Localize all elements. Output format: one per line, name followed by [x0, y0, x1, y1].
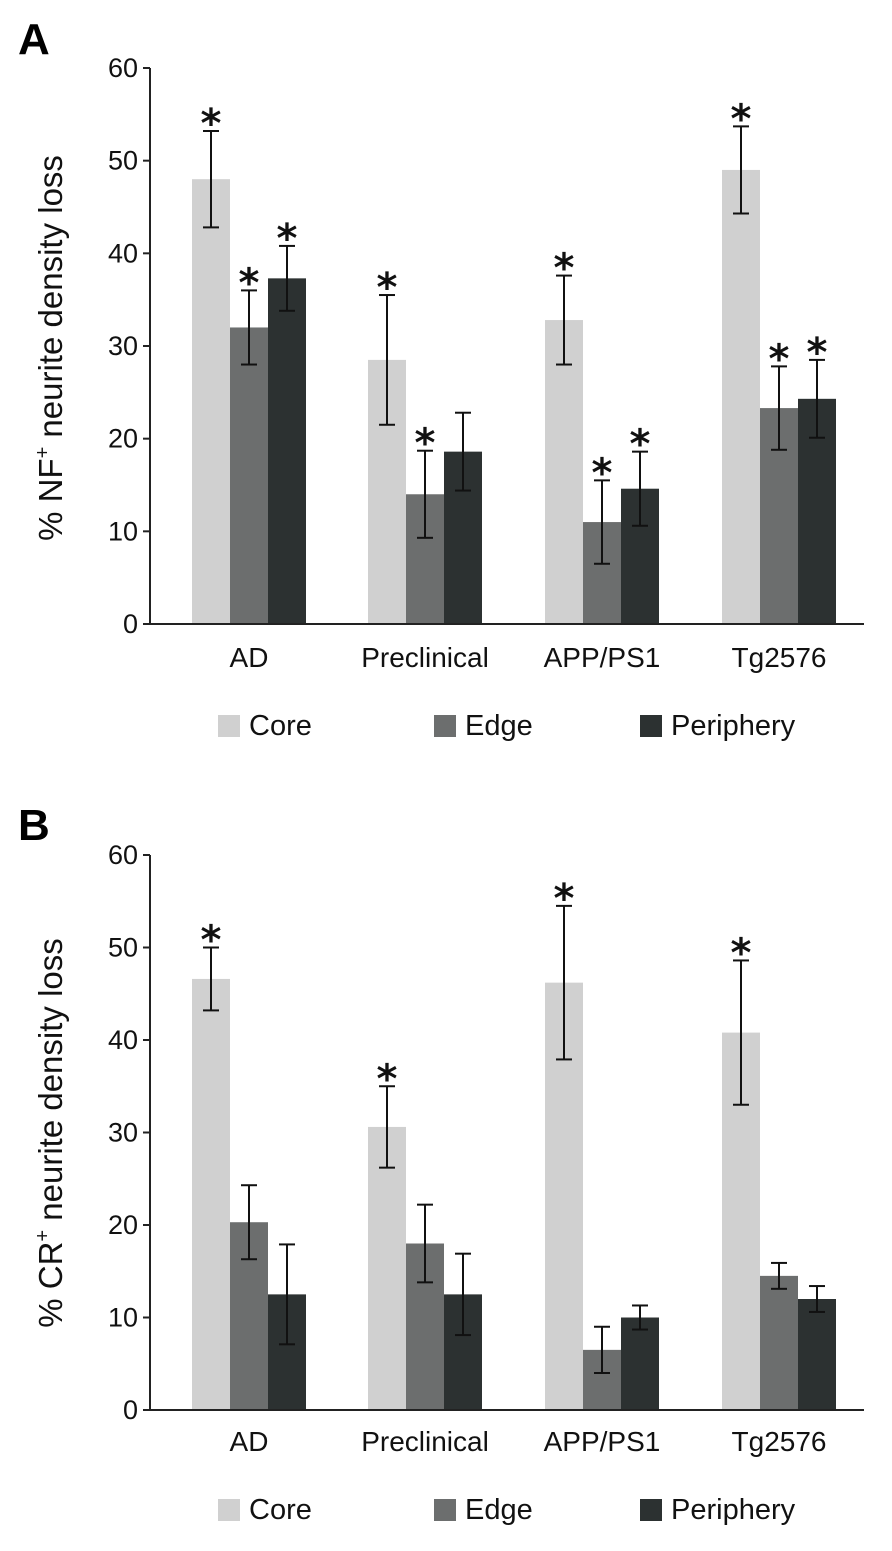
significance-marker: *	[239, 260, 260, 306]
plot-area-b: 0 10 20 30 40 50 60 * * * * AD Preclinical APP/PS1 Tg2…	[108, 840, 864, 1526]
x-category-label: APP/PS1	[544, 642, 661, 673]
legend-label-edge: Edge	[465, 1494, 533, 1526]
legend-swatch-edge	[434, 715, 456, 737]
y-tick-label: 30	[108, 331, 138, 361]
y-tick-label: 0	[123, 1395, 138, 1425]
y-tick-label: 60	[108, 840, 138, 870]
significance-marker: *	[201, 101, 222, 147]
bar-periphery-tg2576	[798, 1299, 836, 1410]
legend-label-periphery: Periphery	[671, 1494, 796, 1526]
significance-marker: *	[807, 330, 828, 376]
significance-marker: *	[277, 216, 298, 262]
bar-edge-tg2576	[760, 1275, 798, 1410]
legend-label-core: Core	[249, 1494, 312, 1526]
x-category-label: Tg2576	[732, 1426, 827, 1457]
legend-swatch-core	[218, 1499, 240, 1521]
y-tick-label: 40	[108, 238, 138, 268]
y-tick-label: 50	[108, 933, 138, 963]
significance-marker: *	[377, 265, 398, 311]
significance-marker: *	[731, 930, 752, 976]
bar-periphery-ad	[268, 278, 306, 624]
y-tick-label: 10	[108, 1303, 138, 1333]
x-category-label: Preclinical	[361, 1426, 489, 1457]
significance-marker: *	[554, 876, 575, 922]
significance-marker: *	[731, 96, 752, 142]
significance-marker: *	[201, 918, 222, 964]
panel-b: B % CR+ neurite density loss 0 10 20 30 40 50…	[18, 801, 864, 1526]
x-category-label: Preclinical	[361, 642, 489, 673]
y-tick-label: 30	[108, 1118, 138, 1148]
significance-marker: *	[630, 422, 651, 468]
panel-letter-b: B	[18, 801, 50, 850]
legend-label-edge: Edge	[465, 710, 533, 742]
y-tick-label: 0	[123, 609, 138, 639]
significance-marker: *	[769, 336, 790, 382]
y-tick-label: 20	[108, 424, 138, 454]
y-tick-label: 10	[108, 516, 138, 546]
legend-label-core: Core	[249, 710, 312, 742]
y-tick-label: 40	[108, 1025, 138, 1055]
plot-area-a: 0 10 20 30 40 50 60 * * * * * * * * * * * AD Preclinical APP…	[108, 53, 864, 742]
y-tick-label: 60	[108, 53, 138, 83]
legend-label-periphery: Periphery	[671, 710, 796, 742]
panel-a: A % NF+ neurite density loss 0 10 20 30 40 50…	[18, 15, 864, 742]
significance-marker: *	[592, 450, 613, 496]
bar-core-ad	[192, 978, 230, 1410]
y-tick-label: 50	[108, 146, 138, 176]
bar-periphery-app-ps1	[621, 1317, 659, 1410]
bar-core-ad	[192, 179, 230, 624]
legend-swatch-periphery	[640, 1499, 662, 1521]
bar-edge-ad	[230, 327, 268, 624]
x-category-label: AD	[230, 642, 269, 673]
significance-marker: *	[415, 421, 436, 467]
bar-core-preclinical	[368, 1126, 406, 1410]
legend-swatch-core	[218, 715, 240, 737]
bar-core-app-ps1	[545, 320, 583, 624]
y-tick-label: 20	[108, 1210, 138, 1240]
significance-marker: *	[554, 246, 575, 292]
significance-marker: *	[377, 1056, 398, 1102]
y-axis-title-b: % CR+ neurite density loss	[32, 938, 69, 1328]
bar-core-tg2576	[722, 169, 760, 624]
legend-swatch-periphery	[640, 715, 662, 737]
x-category-label: APP/PS1	[544, 1426, 661, 1457]
y-axis-title-a: % NF+ neurite density loss	[32, 155, 69, 541]
x-category-label: AD	[230, 1426, 269, 1457]
panel-letter-a: A	[18, 15, 50, 64]
x-category-label: Tg2576	[732, 642, 827, 673]
legend-swatch-edge	[434, 1499, 456, 1521]
